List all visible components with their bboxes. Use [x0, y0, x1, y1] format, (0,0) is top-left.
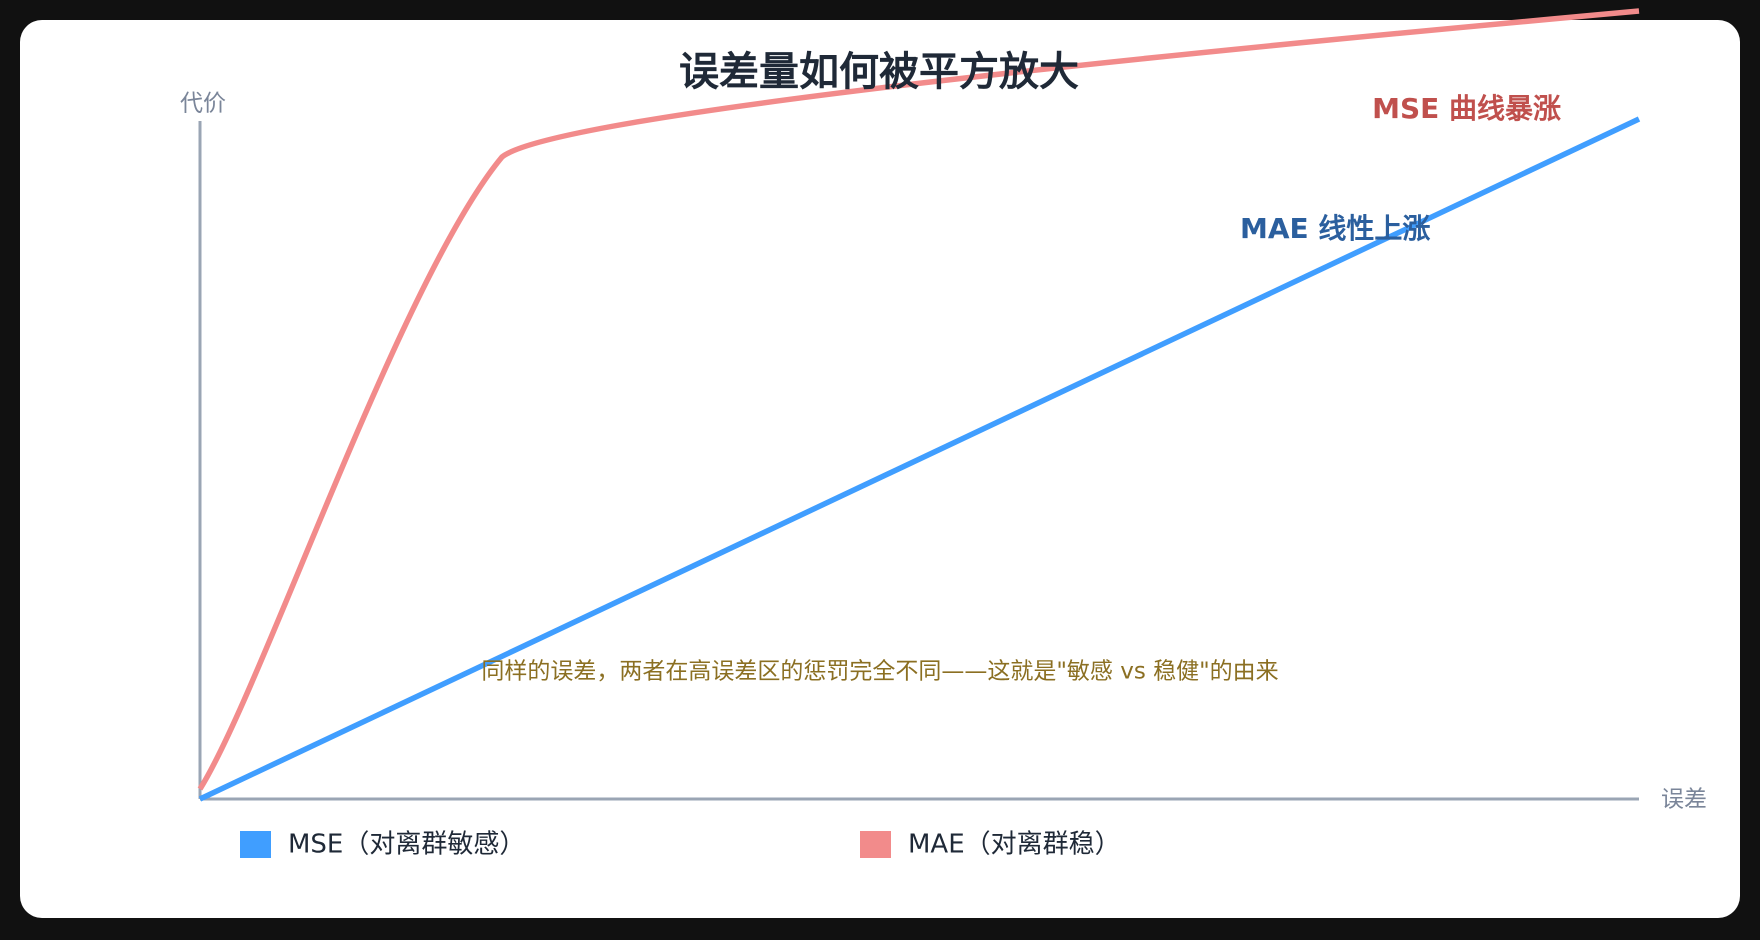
card	[20, 20, 1740, 918]
x-axis-label: 误差	[1661, 787, 1707, 813]
y-axis-label: 代价	[180, 91, 226, 117]
legend-swatch	[860, 831, 891, 858]
legend-label: MAE（对离群稳）	[908, 830, 1121, 860]
title: 误差量如何被平方放大	[679, 49, 1079, 95]
mae-line	[198, 116, 1641, 802]
note: 同样的误差，两者在高误差区的惩罚完全不同——这就是"敏感 vs 稳健"的由来	[481, 659, 1278, 685]
mse-curve	[197, 8, 1640, 791]
legend-label: MSE（对离群敏感）	[288, 830, 525, 860]
mse-annotation: MSE 曲线暴涨	[1372, 92, 1561, 125]
legend: MSE（对离群敏感） MAE（对离群稳）	[240, 830, 1121, 860]
legend-swatch	[240, 831, 271, 858]
mae-annotation: MAE 线性上涨	[1240, 212, 1430, 245]
